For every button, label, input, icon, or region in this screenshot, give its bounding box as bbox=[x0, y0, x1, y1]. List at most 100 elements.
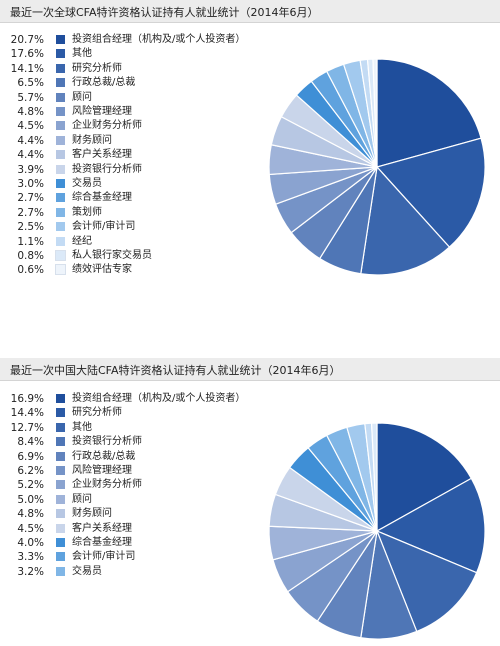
pie-slice bbox=[375, 137, 486, 248]
legend-item: 16.9% 投资组合经理（机构及/或个人投资者） bbox=[0, 392, 270, 406]
legend-percent: 6.2% bbox=[17, 465, 44, 477]
legend-swatch bbox=[56, 164, 65, 174]
legend-percent: 4.8% bbox=[17, 508, 44, 521]
legend-percent: 16.9% bbox=[10, 393, 44, 405]
legend-label: 会计师/审计司 bbox=[72, 551, 136, 563]
legend-percent: 0.8% bbox=[17, 250, 44, 262]
legend-swatch bbox=[56, 222, 65, 232]
legend-swatch bbox=[56, 552, 65, 562]
legend-swatch bbox=[56, 538, 65, 547]
legend-percent: 4.4% bbox=[17, 149, 44, 162]
panel-header: 最近一次中国大陆CFA特许资格认证持有人就业统计（2014年6月） bbox=[0, 358, 500, 381]
pie-chart bbox=[268, 422, 486, 640]
legend-percent: 3.3% bbox=[17, 551, 44, 564]
legend-swatch bbox=[56, 135, 65, 145]
chart-panel-global: 最近一次全球CFA特许资格认证持有人就业统计（2014年6月） 20.7% 投资组… bbox=[0, 0, 500, 277]
legend-swatch bbox=[56, 394, 65, 403]
legend-item: 4.4% 财务顾问 bbox=[0, 134, 270, 148]
chart-title: 最近一次中国大陆CFA特许资格认证持有人就业统计（2014年6月） bbox=[10, 364, 341, 377]
legend-percent: 3.0% bbox=[17, 178, 44, 190]
legend-item: 4.8% 风险管理经理 bbox=[0, 105, 270, 119]
legend-item: 1.1% 经纪 bbox=[0, 235, 270, 249]
legend-label: 投资组合经理（机构及/或个人投资者） bbox=[72, 393, 246, 404]
legend-item: 12.7% 其他 bbox=[0, 421, 270, 435]
legend-label: 投资组合经理（机构及/或个人投资者） bbox=[72, 34, 246, 45]
legend-swatch bbox=[56, 422, 65, 432]
legend-swatch bbox=[55, 250, 66, 261]
legend-percent: 1.1% bbox=[17, 235, 44, 248]
legend-item: 2.7% 综合基金经理 bbox=[0, 191, 270, 205]
legend-item: 3.0% 交易员 bbox=[0, 177, 270, 191]
legend-swatch bbox=[56, 509, 65, 519]
legend-label: 研究分析师 bbox=[72, 407, 122, 419]
legend-item: 0.8% 私人银行家交易员 bbox=[0, 249, 270, 263]
legend-swatch bbox=[56, 150, 65, 160]
legend-percent: 20.7% bbox=[10, 34, 44, 46]
legend-label: 企业财务分析师 bbox=[72, 120, 142, 132]
pie-chart bbox=[268, 58, 486, 276]
legend-percent: 4.5% bbox=[17, 120, 44, 133]
legend-label: 行政总裁/总裁 bbox=[72, 77, 136, 89]
legend-item: 6.2% 风险管理经理 bbox=[0, 464, 270, 478]
legend-label: 交易员 bbox=[72, 565, 102, 577]
legend-label: 综合基金经理 bbox=[72, 537, 132, 548]
legend-swatch bbox=[56, 207, 65, 217]
legend-item: 4.4% 客户关系经理 bbox=[0, 148, 270, 162]
legend-percent: 2.7% bbox=[17, 192, 44, 205]
legend-item: 4.5% 客户关系经理 bbox=[0, 522, 270, 536]
legend-label: 经纪 bbox=[72, 235, 92, 247]
legend-label: 顾问 bbox=[72, 91, 92, 103]
pie-slice bbox=[370, 422, 378, 532]
legend-percent: 2.5% bbox=[17, 221, 44, 234]
legend-label: 风险管理经理 bbox=[72, 465, 132, 476]
legend-item: 6.5% 行政总裁/总裁 bbox=[0, 76, 270, 90]
legend-label: 其他 bbox=[72, 421, 92, 433]
legend-item: 2.7% 策划师 bbox=[0, 206, 270, 220]
legend-percent: 5.7% bbox=[17, 91, 44, 104]
legend-label: 策划师 bbox=[72, 206, 102, 218]
legend-swatch bbox=[56, 49, 65, 59]
legend-percent: 4.0% bbox=[17, 537, 44, 549]
legend-swatch bbox=[56, 107, 65, 116]
legend-swatch bbox=[56, 523, 65, 533]
legend-swatch bbox=[56, 92, 65, 102]
legend-item: 3.2% 交易员 bbox=[0, 565, 270, 579]
legend-percent: 4.4% bbox=[17, 134, 44, 147]
pie-slice bbox=[376, 422, 473, 533]
legend-swatch bbox=[56, 437, 65, 447]
pie-slice bbox=[376, 58, 482, 168]
legend-item: 14.4% 研究分析师 bbox=[0, 406, 270, 420]
legend-label: 交易员 bbox=[72, 178, 102, 189]
panel-header: 最近一次全球CFA特许资格认证持有人就业统计（2014年6月） bbox=[0, 0, 500, 23]
chart-title: 最近一次全球CFA特许资格认证持有人就业统计（2014年6月） bbox=[10, 6, 319, 19]
legend-item: 8.4% 投资银行分析师 bbox=[0, 435, 270, 449]
legend-percent: 5.0% bbox=[17, 493, 44, 506]
legend-label: 投资银行分析师 bbox=[72, 163, 142, 175]
legend-label: 研究分析师 bbox=[72, 62, 122, 74]
legend-percent: 12.7% bbox=[10, 421, 44, 434]
legend-percent: 0.6% bbox=[17, 264, 44, 277]
legend-swatch bbox=[56, 466, 65, 475]
legend-label: 风险管理经理 bbox=[72, 106, 132, 117]
legend-label: 客户关系经理 bbox=[72, 522, 132, 534]
legend-item: 14.1% 研究分析师 bbox=[0, 62, 270, 76]
legend-percent: 17.6% bbox=[10, 48, 44, 61]
legend-percent: 14.4% bbox=[10, 407, 44, 420]
legend-item: 5.2% 企业财务分析师 bbox=[0, 478, 270, 492]
legend-swatch bbox=[56, 480, 65, 490]
legend-label: 私人银行家交易员 bbox=[72, 250, 152, 261]
legend-label: 财务顾问 bbox=[72, 134, 112, 146]
legend-swatch bbox=[56, 193, 65, 203]
pie-slice bbox=[360, 165, 451, 276]
legend-percent: 6.5% bbox=[17, 77, 44, 90]
legend-label: 会计师/审计司 bbox=[72, 221, 136, 233]
legend-item: 4.5% 企业财务分析师 bbox=[0, 119, 270, 133]
legend-item: 4.8% 财务顾问 bbox=[0, 507, 270, 521]
legend-item: 3.3% 会计师/审计司 bbox=[0, 550, 270, 564]
legend-percent: 4.8% bbox=[17, 106, 44, 118]
legend-label: 企业财务分析师 bbox=[72, 479, 142, 491]
legend-item: 17.6% 其他 bbox=[0, 47, 270, 61]
legend-swatch bbox=[56, 451, 65, 461]
legend-swatch bbox=[56, 236, 65, 246]
legend-item: 20.7% 投资组合经理（机构及/或个人投资者） bbox=[0, 33, 270, 47]
